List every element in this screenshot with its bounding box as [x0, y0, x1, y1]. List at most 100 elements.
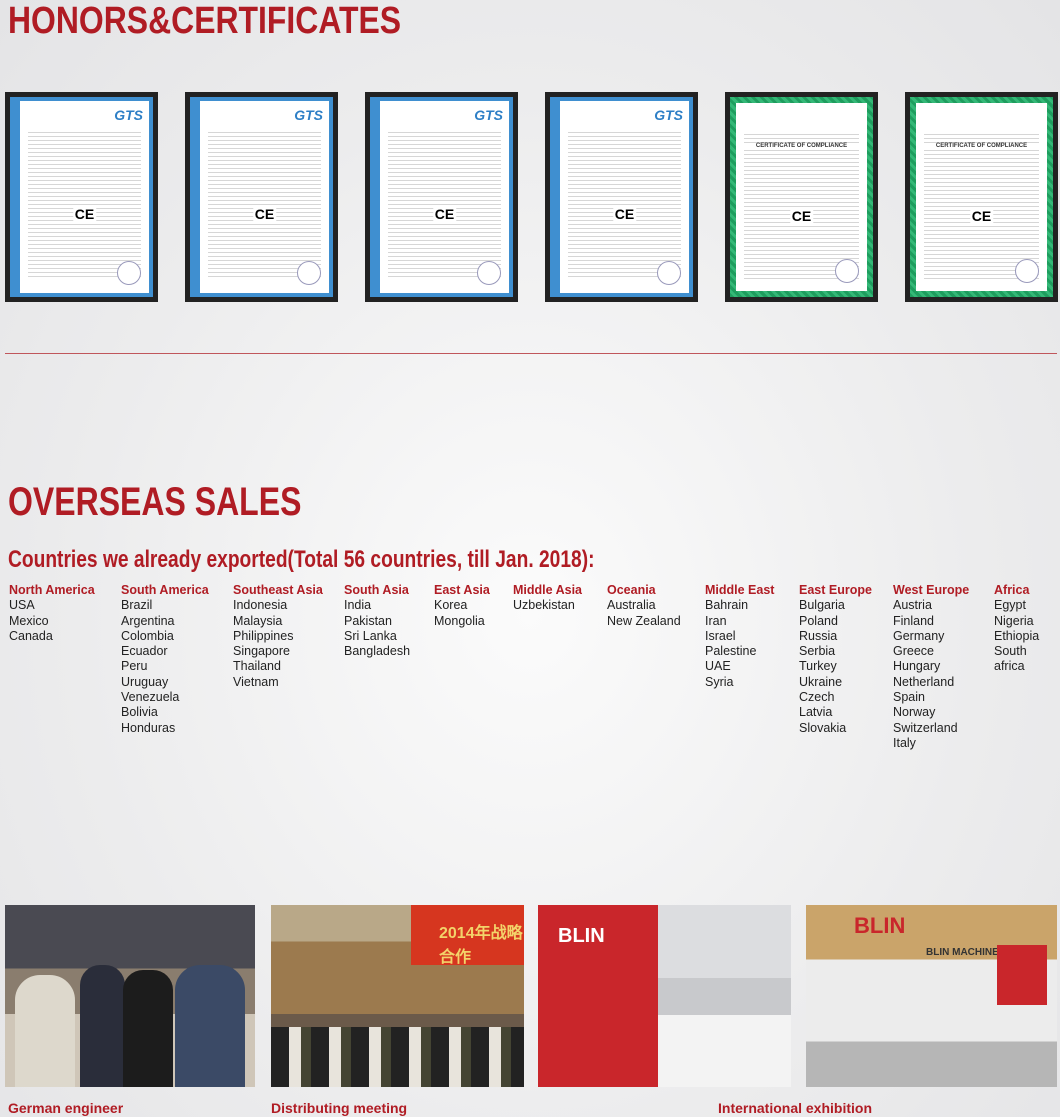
stamp-icon [117, 261, 141, 285]
country-item: USA [9, 598, 35, 613]
region-name: Africa [994, 583, 1030, 597]
country-item: Netherland [893, 674, 955, 689]
region-column: Middle Asia Uzbekistan [513, 583, 582, 614]
photo-distributing-meeting: 2014年战略合作 [271, 905, 524, 1087]
country-item: Thailand [233, 659, 281, 674]
booth-logo: BLIN [854, 913, 906, 938]
section-divider [5, 353, 1057, 354]
country-item: Malaysia [233, 613, 283, 628]
country-item: Poland [799, 613, 838, 628]
country-item: Italy [893, 735, 916, 750]
region-column: Africa Egypt Nigeria Ethiopia South africa [994, 583, 1060, 675]
gts-logo: GTS [294, 107, 323, 123]
stamp-icon [477, 261, 501, 285]
country-item: Egypt [994, 598, 1026, 613]
country-item: Korea [434, 598, 468, 613]
region-column: Southeast Asia Indonesia Malaysia Philippin… [233, 583, 323, 690]
photo-german-engineer [5, 905, 255, 1087]
certificate-5: CERTIFICATE OF COMPLIANCE CE [725, 92, 878, 302]
region-column: Oceania Australia New Zealand [607, 583, 681, 629]
country-item: Slovakia [799, 720, 847, 735]
photo-exhibition-booth-1: BLIN [538, 905, 791, 1087]
country-item: Russia [799, 628, 838, 643]
country-item: Brazil [121, 598, 153, 613]
country-item: Hungary [893, 659, 941, 674]
country-item: Peru [121, 659, 148, 674]
country-item: Argentina [121, 613, 175, 628]
ce-mark-icon: CE [252, 206, 277, 222]
country-item: UAE [705, 659, 731, 674]
country-item: Norway [893, 705, 936, 720]
banner: 2014年战略合作 [411, 905, 524, 966]
ce-mark-icon: CE [432, 206, 457, 222]
country-item: Turkey [799, 659, 837, 674]
stamp-icon [835, 259, 859, 283]
region-name: Oceania [607, 583, 656, 597]
country-item: Greece [893, 644, 934, 659]
country-item: Sri Lanka [344, 628, 397, 643]
country-item: Iran [705, 613, 727, 628]
region-column: East Asia Korea Mongolia [434, 583, 490, 629]
country-item: Uzbekistan [513, 598, 575, 613]
certificate-2: GTS CE [185, 92, 338, 302]
country-item: Philippines [233, 628, 294, 643]
country-item: Serbia [799, 644, 836, 659]
country-item: Bulgaria [799, 598, 845, 613]
caption-distributing-meeting: Distributing meeting [271, 1100, 408, 1116]
country-item: Palestine [705, 644, 757, 659]
country-item: Ethiopia [994, 628, 1040, 643]
country-item: Spain [893, 690, 925, 705]
certificate-6: CERTIFICATE OF COMPLIANCE CE [905, 92, 1058, 302]
country-item: Israel [705, 628, 736, 643]
certificate-3: GTS CE [365, 92, 518, 302]
gts-logo: GTS [114, 107, 143, 123]
overseas-subtitle: Countries we already exported(Total 56 c… [8, 546, 595, 573]
country-item: Singapore [233, 644, 290, 659]
region-name: West Europe [893, 583, 970, 597]
ce-mark-icon: CE [969, 208, 994, 224]
country-item: India [344, 598, 372, 613]
certificate-heading: CERTIFICATE OF COMPLIANCE [916, 143, 1047, 149]
country-item: Austria [893, 598, 932, 613]
region-column: East Europe Bulgaria Poland Russia Serbia Tur… [799, 583, 872, 736]
certificate-1: GTS CE [5, 92, 158, 302]
country-item: Mexico [9, 613, 49, 628]
country-item: New Zealand [607, 613, 681, 628]
booth-sign: BLIN MACHINERY [926, 947, 1013, 958]
certificate-4: GTS CE [545, 92, 698, 302]
country-item: Pakistan [344, 613, 392, 628]
country-item: Colombia [121, 628, 174, 643]
gts-logo: GTS [474, 107, 503, 123]
country-item: Venezuela [121, 690, 180, 705]
country-item: Australia [607, 598, 656, 613]
country-item: Ukraine [799, 674, 843, 689]
region-name: South America [121, 583, 209, 597]
country-item: Vietnam [233, 674, 279, 689]
country-item: Bangladesh [344, 644, 411, 659]
region-column: South America Brazil Argentina Colombia Ecua… [121, 583, 209, 736]
country-item: Germany [893, 628, 945, 643]
region-column: North America USA Mexico Canada [9, 583, 95, 644]
gts-logo: GTS [654, 107, 683, 123]
country-item: Bolivia [121, 705, 158, 720]
country-item: Nigeria [994, 613, 1034, 628]
certificate-heading: CERTIFICATE OF COMPLIANCE [736, 143, 867, 149]
region-name: East Europe [799, 583, 872, 597]
country-item: Syria [705, 674, 734, 689]
region-column: Middle East Bahrain Iran Israel Palestine UAE… [705, 583, 774, 690]
region-name: Middle Asia [513, 583, 582, 597]
ce-mark-icon: CE [612, 206, 637, 222]
stamp-icon [297, 261, 321, 285]
photo-exhibition-booth-2: BLIN BLIN MACHINERY [806, 905, 1057, 1087]
country-item: Honduras [121, 720, 176, 735]
country-item: Latvia [799, 705, 833, 720]
ce-mark-icon: CE [72, 206, 97, 222]
booth-brand: BLIN [558, 925, 605, 947]
region-name: South Asia [344, 583, 409, 597]
country-item: South africa [994, 644, 1027, 674]
stamp-icon [657, 261, 681, 285]
overseas-title: OVERSEAS SALES [8, 480, 302, 524]
country-item: Mongolia [434, 613, 485, 628]
country-item: Indonesia [233, 598, 288, 613]
caption-international-exhibition: International exhibition [718, 1100, 873, 1116]
